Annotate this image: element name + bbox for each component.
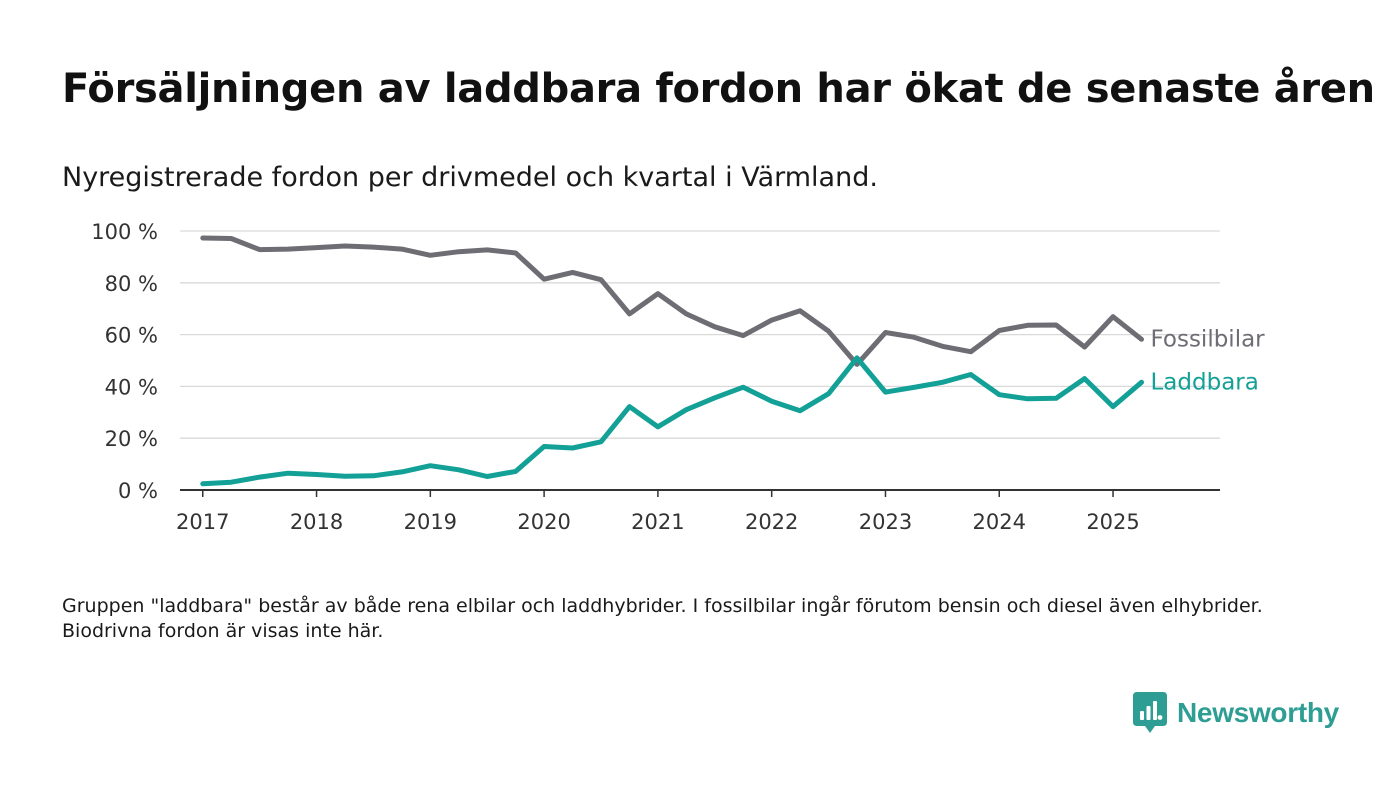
x-tick-label: 2023 <box>859 510 912 534</box>
brand-name: Newsworthy <box>1177 697 1339 728</box>
y-tick-label: 60 % <box>105 324 158 348</box>
y-tick-label: 40 % <box>105 375 158 399</box>
newsworthy-logo-icon <box>1133 692 1167 733</box>
x-tick-label: 2025 <box>1086 510 1139 534</box>
y-tick-label: 80 % <box>105 272 158 296</box>
y-tick-label: 20 % <box>105 427 158 451</box>
x-tick-label: 2022 <box>745 510 798 534</box>
chart-title: Försäljningen av laddbara fordon har öka… <box>62 66 1375 112</box>
series-label-laddbara: Laddbara <box>1150 369 1258 395</box>
x-tick-label: 2017 <box>176 510 229 534</box>
y-tick-label: 100 % <box>91 220 158 244</box>
series-label-fossilbilar: Fossilbilar <box>1150 326 1265 352</box>
chart-subtitle: Nyregistrerade fordon per drivmedel och … <box>62 162 878 193</box>
x-tick-label: 2021 <box>631 510 684 534</box>
x-tick-label: 2020 <box>517 510 570 534</box>
x-tick-label: 2024 <box>973 510 1026 534</box>
brand-logo: Newsworthy <box>1133 692 1339 734</box>
series-line-fossilbilar <box>200 235 1144 367</box>
series-line-laddbara <box>200 355 1144 487</box>
x-tick-label: 2019 <box>404 510 457 534</box>
x-tick-label: 2018 <box>290 510 343 534</box>
y-tick-label: 0 % <box>118 479 158 503</box>
footnote: Gruppen "laddbara" består av både rena e… <box>62 595 1263 642</box>
